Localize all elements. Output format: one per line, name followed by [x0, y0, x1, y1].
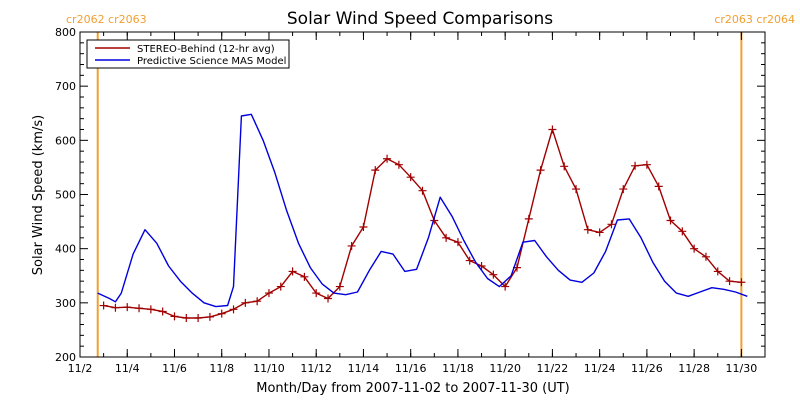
data-point [572, 185, 581, 194]
data-point [300, 272, 309, 281]
data-point [595, 228, 604, 237]
y-axis-title-group: Solar Wind Speed (km/s) [31, 115, 46, 275]
data-point [335, 282, 344, 291]
x-tick-label: 11/14 [348, 362, 380, 375]
data-point [453, 238, 462, 247]
data-point [501, 282, 510, 291]
x-axis-title: Month/Day from 2007-11-02 to 2007-11-30 … [256, 381, 569, 396]
data-point [548, 125, 557, 134]
data-point [264, 289, 273, 298]
data-point [371, 166, 380, 175]
data-point [642, 160, 651, 169]
data-point [312, 289, 321, 298]
y-tick-label: 400 [55, 243, 76, 256]
data-point [324, 294, 333, 303]
data-point [678, 227, 687, 236]
data-point [347, 241, 356, 250]
carrington-label: cr2062 cr2063 [66, 13, 147, 26]
legend: STEREO-Behind (12-hr avg) Predictive Sci… [86, 39, 290, 69]
y-tick-label: 200 [55, 351, 76, 364]
data-point [536, 166, 545, 175]
data-point [654, 182, 663, 191]
x-tick-label: 11/8 [209, 362, 234, 375]
data-point [631, 161, 640, 170]
data-point [524, 214, 533, 223]
series-line-mas [97, 113, 748, 308]
x-tick-label: 11/12 [300, 362, 332, 375]
data-point [583, 225, 592, 234]
legend-label-stereo: STEREO-Behind (12-hr avg) [137, 44, 275, 55]
data-point [383, 154, 392, 163]
y-tick-label: 600 [55, 134, 76, 147]
y-tick-label: 800 [55, 26, 76, 39]
y-tick-label: 500 [55, 189, 76, 202]
x-tick-label: 11/28 [678, 362, 710, 375]
series-line-stereo [103, 128, 742, 319]
data-point [418, 186, 427, 195]
data-point [737, 278, 746, 287]
x-tick-label: 11/2 [68, 362, 93, 375]
data-point [666, 216, 675, 225]
x-tick-label: 11/20 [489, 362, 521, 375]
x-tick-label: 11/6 [162, 362, 187, 375]
data-point [205, 312, 214, 321]
data-point [560, 162, 569, 171]
data-point [465, 256, 474, 265]
legend-label-mas: Predictive Science MAS Model [137, 56, 286, 67]
legend-box [86, 39, 290, 69]
data-point [489, 270, 498, 279]
x-tick-label: 11/10 [253, 362, 285, 375]
data-point [359, 223, 368, 231]
data-point [194, 314, 203, 322]
y-axis-title: Solar Wind Speed (km/s) [31, 115, 46, 275]
x-tick-label: 11/16 [395, 362, 427, 375]
chart-title: Solar Wind Speed Comparisons [287, 9, 553, 29]
data-point [406, 173, 415, 182]
x-tick-label: 11/30 [726, 362, 758, 375]
data-point [158, 307, 167, 316]
x-tick-label: 11/26 [631, 362, 663, 375]
data-point [701, 252, 710, 261]
data-point [276, 282, 285, 291]
data-point [253, 297, 262, 306]
y-tick-label: 300 [55, 297, 76, 310]
data-point [442, 233, 451, 242]
data-point [607, 220, 616, 229]
data-point [241, 298, 250, 307]
data-point [111, 303, 120, 312]
x-tick-label: 11/18 [442, 362, 474, 375]
data-point [182, 314, 191, 322]
data-point [619, 185, 628, 194]
data-point [690, 244, 699, 253]
data-point [123, 303, 132, 312]
carrington-label: cr2063 cr2064 [714, 13, 795, 26]
data-point [229, 305, 238, 314]
data-point [170, 312, 179, 321]
data-point [146, 305, 155, 314]
data-point [99, 301, 108, 310]
data-point [394, 160, 403, 169]
data-point [135, 304, 144, 313]
y-tick-label: 700 [55, 80, 76, 93]
x-tick-label: 11/24 [584, 362, 616, 375]
data-point [713, 267, 722, 276]
data-point [725, 277, 734, 286]
x-tick-label: 11/4 [115, 362, 140, 375]
x-tick-label: 11/22 [537, 362, 569, 375]
data-point [217, 309, 226, 318]
data-point [288, 267, 297, 276]
